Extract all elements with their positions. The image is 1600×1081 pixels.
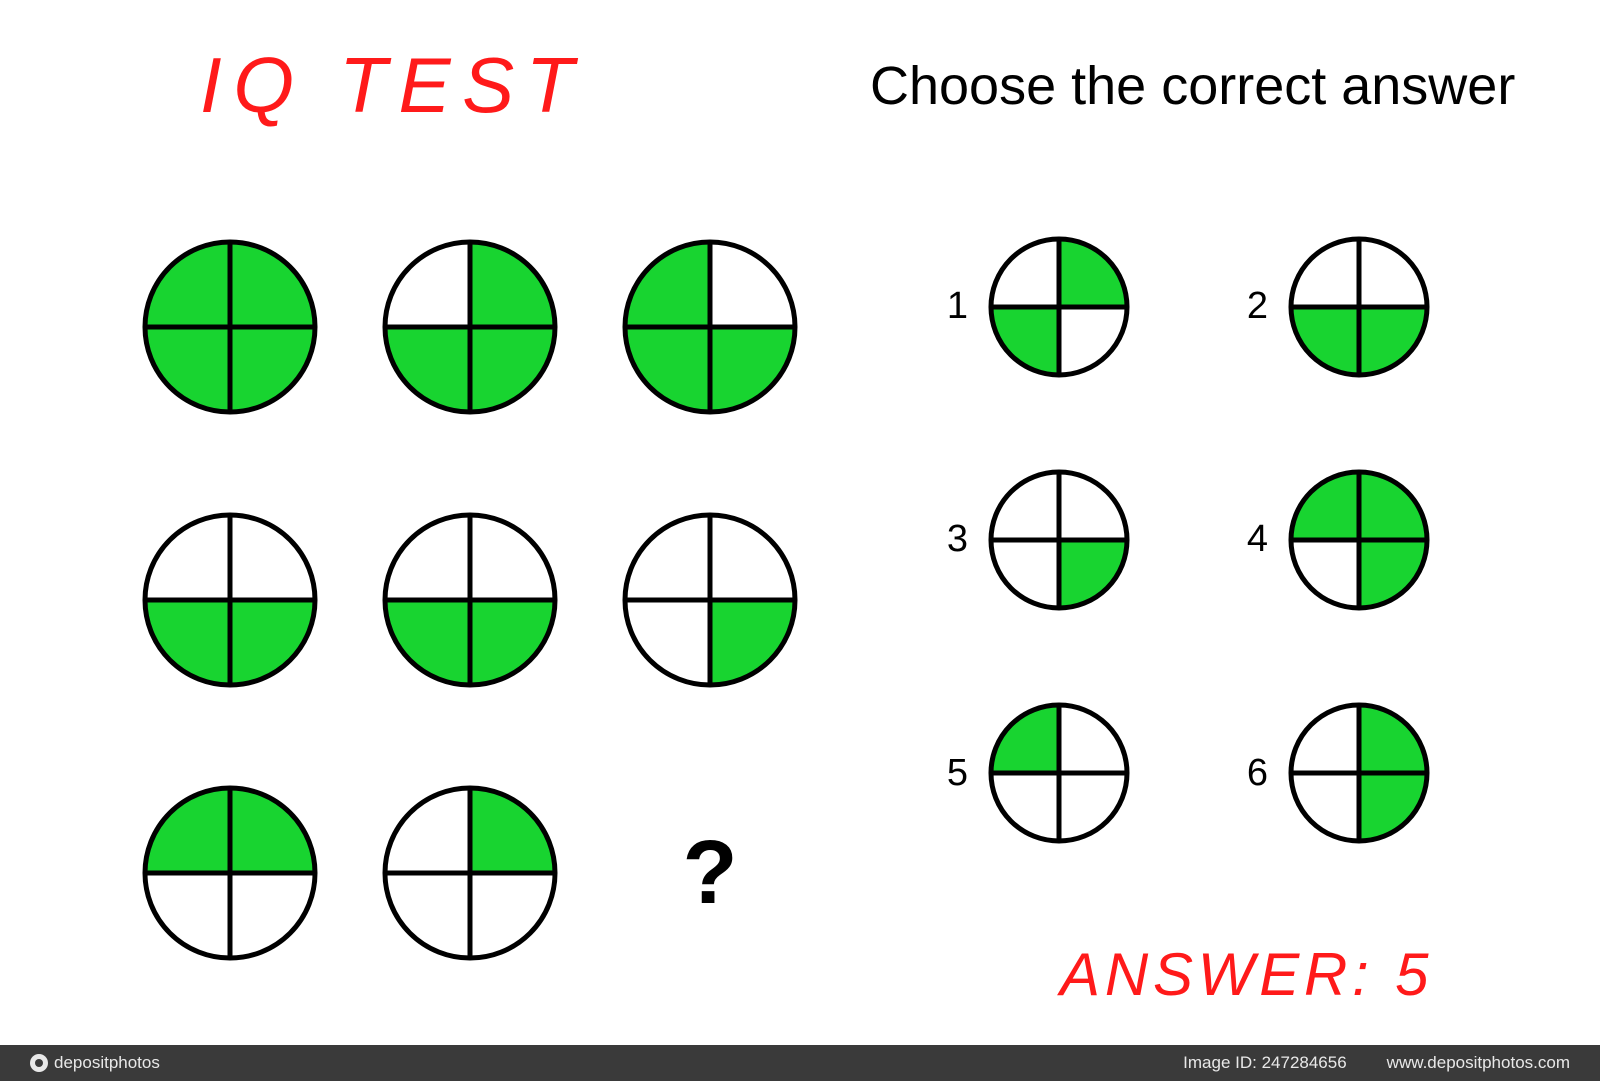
option-2[interactable]: 2 [1240,190,1540,423]
option-label: 2 [1240,285,1268,328]
quarter-circle-icon [140,783,320,963]
footer-bar: depositphotos Image ID: 247284656 www.de… [0,1045,1600,1081]
option-label: 5 [940,752,968,795]
quarter-circle-icon [380,510,560,690]
quarter-circle-icon [986,700,1132,846]
puzzle-cell-8 [350,737,590,1010]
option-label: 6 [1240,752,1268,795]
quarter-circle-icon [986,234,1132,380]
title-iq-test: IQ TEST [200,40,585,131]
quarter-circle-icon [380,237,560,417]
quarter-circle-icon [620,510,800,690]
quarter-circle-icon [1286,234,1432,380]
puzzle-cell-4 [110,463,350,736]
puzzle-grid: ? [110,190,830,1010]
title-instruction: Choose the correct answer [870,55,1515,117]
puzzle-cell-2 [350,190,590,463]
puzzle-cell-6 [590,463,830,736]
quarter-circle-icon [140,237,320,417]
option-1[interactable]: 1 [940,190,1240,423]
quarter-circle-icon [620,237,800,417]
quarter-circle-icon [1286,700,1432,846]
quarter-circle-icon [986,467,1132,613]
puzzle-cell-7 [110,737,350,1010]
footer-logo-text: depositphotos [54,1053,160,1073]
option-6[interactable]: 6 [1240,657,1540,890]
footer-site: www.depositphotos.com [1387,1053,1570,1073]
puzzle-cell-1 [110,190,350,463]
option-label: 1 [940,285,968,328]
quarter-circle-icon [140,510,320,690]
question-mark: ? [683,822,738,925]
footer-logo: depositphotos [30,1053,160,1073]
option-4[interactable]: 4 [1240,423,1540,656]
options-grid: 1 2 3 4 5 6 [940,190,1540,890]
option-3[interactable]: 3 [940,423,1240,656]
footer-image-id: Image ID: 247284656 [1183,1053,1347,1073]
puzzle-cell-3 [590,190,830,463]
option-5[interactable]: 5 [940,657,1240,890]
puzzle-cell-9: ? [590,737,830,1010]
option-label: 3 [940,518,968,561]
puzzle-cell-5 [350,463,590,736]
option-label: 4 [1240,518,1268,561]
answer-label: ANSWER: 5 [1060,940,1433,1009]
quarter-circle-icon [380,783,560,963]
camera-icon [30,1054,48,1072]
quarter-circle-icon [1286,467,1432,613]
